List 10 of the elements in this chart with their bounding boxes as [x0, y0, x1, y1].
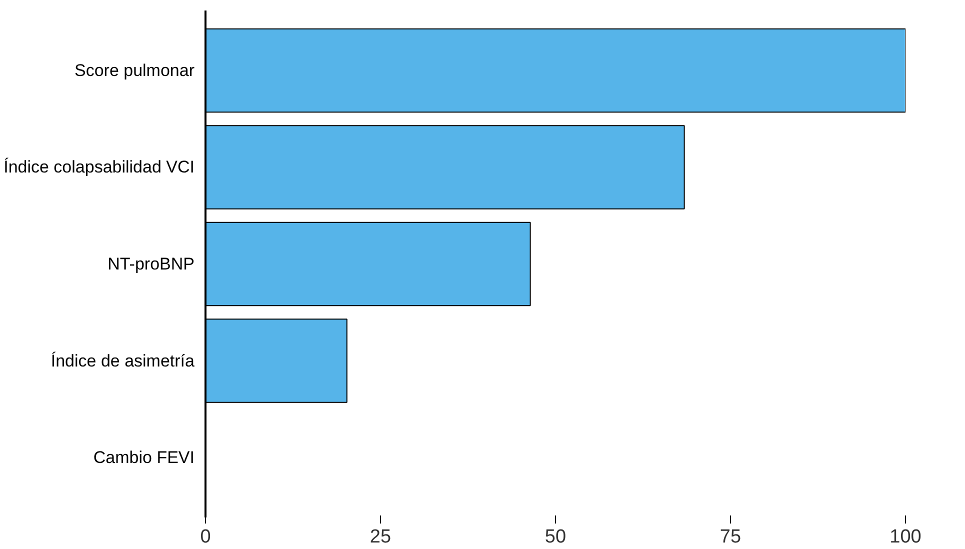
y-tick-label: NT-proBNP [108, 254, 195, 274]
y-tick-label: Score pulmonar [74, 60, 195, 80]
y-tick-label: Cambio FEVI [93, 448, 195, 468]
x-tick-label: 0 [200, 526, 211, 548]
x-tick-label: 75 [720, 526, 742, 548]
y-tick-label: Índice de asimetría [50, 351, 196, 370]
y-tick-label: Índice colapsabilidad VCI [4, 158, 195, 177]
x-tick-label: 100 [890, 526, 922, 548]
x-tick-label: 25 [370, 526, 392, 548]
x-tick-label: 50 [544, 526, 566, 548]
